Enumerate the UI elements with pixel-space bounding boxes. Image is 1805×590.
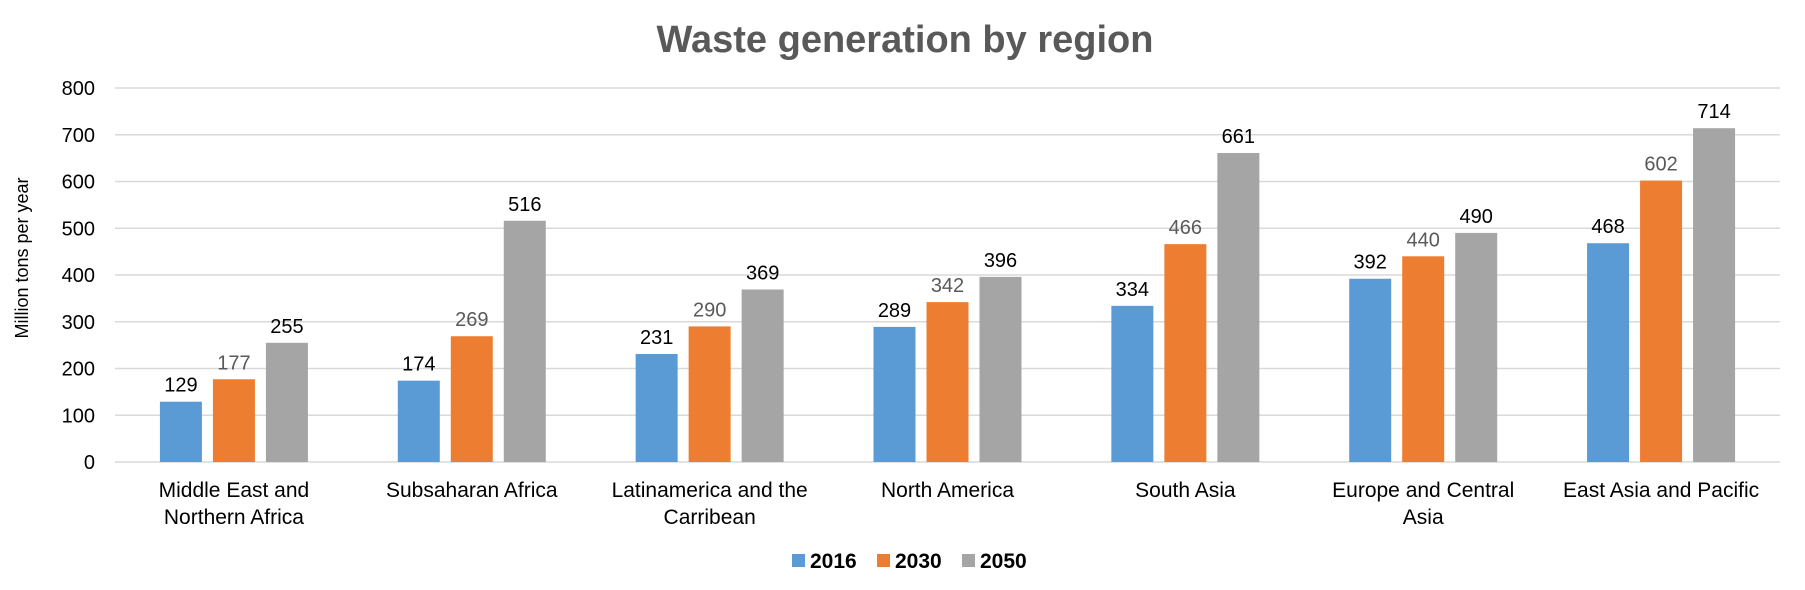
data-label: 129 (164, 375, 197, 397)
x-axis-categories: Middle East and Northern Africa Subsaharan… (159, 479, 1759, 529)
data-label: 714 (1697, 101, 1730, 123)
bars (159, 128, 1736, 463)
bar-2016 (1349, 278, 1392, 462)
category-label: Latinamerica and the Carribean (612, 479, 808, 529)
data-labels: 129 177 255 174 269 516 231 290 369 289 342 396 334 4… (164, 101, 1731, 396)
bar-2050 (741, 289, 784, 462)
category-label: East Asia and Pacific (1563, 479, 1759, 502)
gridlines (115, 87, 1780, 463)
data-label: 661 (1222, 126, 1255, 148)
legend-label: 2030 (895, 550, 942, 573)
y-tick-label: 600 (62, 172, 95, 194)
bar-2016 (397, 380, 440, 462)
chart-title: Waste generation by region (657, 19, 1154, 61)
data-label: 342 (931, 275, 964, 297)
y-tick-label: 200 (62, 359, 95, 381)
y-tick-label: 800 (62, 78, 95, 100)
category-label: Middle East and Northern Africa (159, 479, 310, 529)
legend-label: 2016 (810, 550, 857, 573)
bar-2030 (1640, 180, 1683, 462)
y-tick-label: 300 (62, 312, 95, 334)
data-label: 516 (508, 194, 541, 216)
data-label: 369 (746, 262, 779, 284)
bar-2030 (688, 326, 731, 462)
category-label: Europe and Central Asia (1332, 479, 1514, 529)
data-label: 255 (270, 316, 303, 338)
bar-2050 (1693, 128, 1736, 462)
bar-2016 (1111, 305, 1154, 462)
legend: 2016 2030 2050 (792, 550, 1027, 573)
legend-swatch-2050 (962, 554, 975, 567)
legend-swatch-2030 (877, 554, 890, 567)
legend-label: 2050 (980, 550, 1027, 573)
bar-2050 (503, 220, 546, 462)
data-label: 289 (878, 300, 911, 322)
data-label: 392 (1354, 252, 1387, 274)
category-label: North America (881, 479, 1014, 502)
legend-swatch-2016 (792, 554, 805, 567)
category-label: Subsaharan Africa (386, 479, 558, 502)
y-tick-label: 700 (62, 125, 95, 147)
bar-2030 (1164, 244, 1207, 462)
bar-2030 (212, 379, 255, 462)
bar-2016 (873, 326, 916, 462)
data-label: 440 (1407, 229, 1440, 251)
data-label: 174 (402, 354, 435, 376)
y-tick-label: 0 (84, 452, 95, 474)
bar-2016 (1587, 243, 1630, 462)
bar-2016 (635, 354, 678, 462)
y-tick-label: 400 (62, 265, 95, 287)
data-label: 466 (1169, 217, 1202, 239)
bar-2016 (159, 401, 202, 462)
bar-2050 (979, 276, 1022, 462)
data-label: 468 (1591, 216, 1624, 238)
category-label: South Asia (1135, 479, 1236, 502)
bar-2030 (926, 302, 969, 462)
data-label: 602 (1644, 154, 1677, 176)
y-axis-title: Million tons per year (12, 177, 32, 338)
bar-2030 (1402, 256, 1445, 462)
data-label: 269 (455, 309, 488, 331)
data-label: 177 (217, 352, 250, 374)
bar-2050 (1455, 232, 1498, 462)
bar-2030 (450, 336, 493, 462)
y-tick-label: 100 (62, 405, 95, 427)
data-label: 334 (1116, 279, 1149, 301)
bar-2050 (265, 342, 308, 462)
y-tick-label: 500 (62, 218, 95, 240)
data-label: 231 (640, 327, 673, 349)
data-label: 290 (693, 299, 726, 321)
bar-2050 (1217, 152, 1260, 463)
y-axis-ticks: 0 100 200 300 400 500 600 700 800 (62, 78, 95, 474)
data-label: 396 (984, 250, 1017, 272)
data-label: 490 (1460, 206, 1493, 228)
